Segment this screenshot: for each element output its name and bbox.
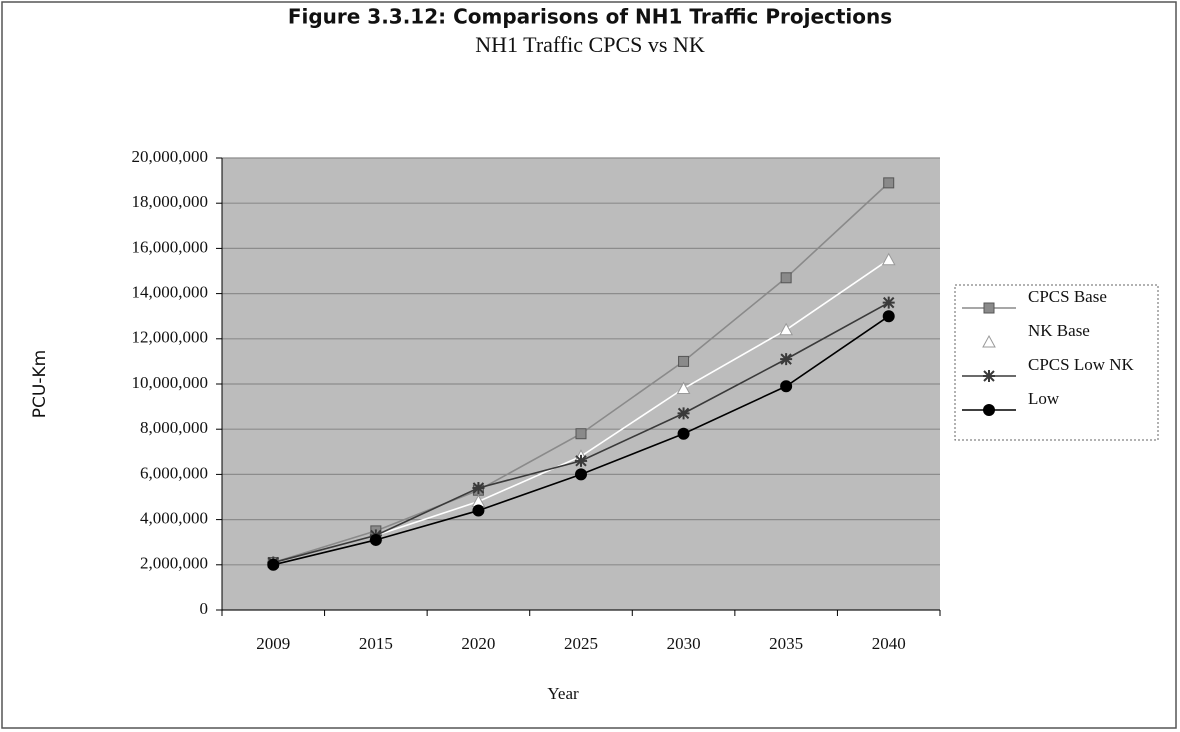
marker — [677, 407, 690, 420]
series — [267, 310, 895, 571]
x-tick-label: 2020 — [461, 634, 495, 653]
marker — [882, 296, 895, 309]
y-tick-label: 12,000,000 — [132, 328, 209, 347]
y-tick-label: 6,000,000 — [140, 463, 208, 482]
chart-title: Figure 3.3.12: Comparisons of NH1 Traffi… — [288, 5, 892, 29]
x-tick-label: 2035 — [769, 634, 803, 653]
marker — [780, 353, 793, 366]
y-tick-label: 20,000,000 — [132, 147, 209, 166]
y-tick-label: 10,000,000 — [132, 373, 209, 392]
x-tick-label: 2030 — [667, 634, 701, 653]
marker — [779, 322, 793, 336]
x-tick-label: 2025 — [564, 634, 598, 653]
marker — [883, 177, 895, 189]
marker — [267, 558, 280, 571]
marker — [983, 404, 995, 416]
marker — [676, 381, 691, 395]
y-tick-label: 16,000,000 — [132, 237, 209, 256]
x-axis-label: Year — [547, 684, 579, 703]
marker — [369, 533, 382, 546]
marker — [575, 428, 587, 440]
marker — [882, 310, 895, 323]
y-tick-label: 0 — [200, 599, 209, 618]
y-tick-label: 14,000,000 — [132, 283, 209, 302]
marker — [678, 355, 690, 367]
x-tick-label: 2009 — [256, 634, 290, 653]
marker — [472, 481, 485, 494]
chart-subtitle: NH1 Traffic CPCS vs NK — [475, 32, 705, 57]
y-tick-label: 4,000,000 — [140, 509, 208, 528]
marker — [780, 272, 792, 284]
marker — [575, 454, 587, 467]
legend-label: NK Base — [1028, 321, 1090, 340]
marker — [881, 252, 896, 266]
x-tick-label: 2015 — [359, 634, 393, 653]
y-axis-label: PCU-Km — [30, 350, 50, 418]
legend-label: CPCS Low NK — [1028, 355, 1135, 374]
marker — [983, 302, 995, 314]
legend-label: Low — [1028, 389, 1060, 408]
y-tick-label: 2,000,000 — [140, 554, 208, 573]
y-tick-label: 18,000,000 — [132, 192, 209, 211]
marker — [780, 380, 793, 393]
y-tick-label: 8,000,000 — [140, 418, 208, 437]
marker — [677, 427, 690, 440]
x-tick-label: 2040 — [872, 634, 906, 653]
marker — [575, 468, 587, 481]
legend-label: CPCS Base — [1028, 287, 1107, 306]
marker — [983, 370, 995, 382]
series-line — [375, 259, 890, 537]
marker — [982, 334, 996, 348]
marker — [472, 504, 485, 517]
